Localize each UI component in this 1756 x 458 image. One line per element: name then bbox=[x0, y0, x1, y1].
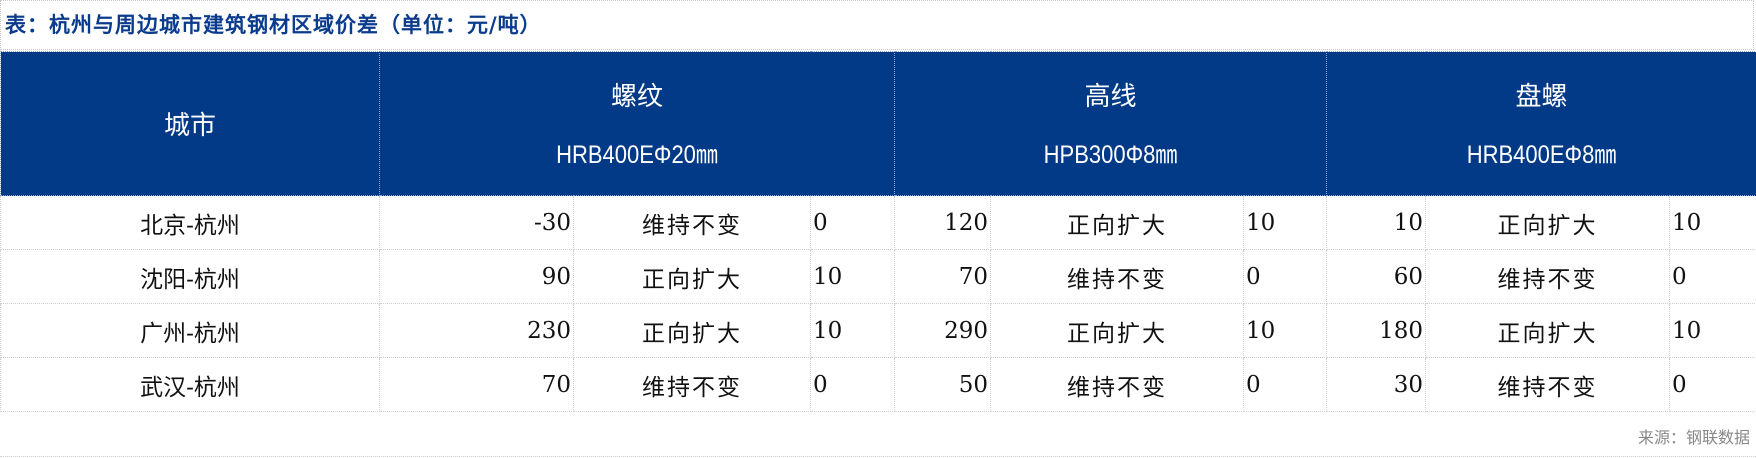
table-row: 沈阳-杭州 90 正向扩大 10 70 维持不变 0 60 维持不变 0 bbox=[0, 249, 1756, 304]
trend-label: 正向扩大 bbox=[990, 195, 1245, 250]
table-row: 广州-杭州 230 正向扩大 10 290 正向扩大 10 180 正向扩大 10 bbox=[0, 303, 1756, 358]
price-spread-table: 城市 螺纹 HRB400EΦ20㎜ 高线 HPB300Φ8㎜ 盘螺 HRB400… bbox=[0, 51, 1756, 412]
group-name: 高线 bbox=[1084, 82, 1137, 112]
change-value: 0 bbox=[1243, 357, 1328, 412]
spread-value: 50 bbox=[894, 357, 992, 412]
spread-value: 230 bbox=[379, 303, 574, 358]
change-value: 0 bbox=[1243, 249, 1328, 304]
header-group-wire-rod: 高线 HPB300Φ8㎜ bbox=[894, 51, 1328, 196]
trend-label: 维持不变 bbox=[990, 249, 1245, 304]
group-spec: HRB400EΦ20㎜ bbox=[556, 141, 718, 169]
spread-value: 180 bbox=[1326, 303, 1427, 358]
trend-label: 维持不变 bbox=[573, 357, 811, 412]
city-pair: 沈阳-杭州 bbox=[0, 249, 380, 304]
change-value: 0 bbox=[1669, 357, 1756, 412]
trend-label: 正向扩大 bbox=[990, 303, 1245, 358]
table-title: 表：杭州与周边城市建筑钢材区域价差（单位：元/吨） bbox=[0, 0, 1754, 50]
header-group-coil-rebar: 盘螺 HRB400EΦ8㎜ bbox=[1326, 51, 1756, 196]
change-value: 0 bbox=[809, 357, 896, 412]
spread-value: 60 bbox=[1326, 249, 1427, 304]
footer bbox=[0, 411, 1756, 457]
city-pair: 武汉-杭州 bbox=[0, 357, 380, 412]
table-row: 武汉-杭州 70 维持不变 0 50 维持不变 0 30 维持不变 0 bbox=[0, 357, 1756, 412]
trend-label: 正向扩大 bbox=[1425, 303, 1671, 358]
change-value: 10 bbox=[1243, 195, 1328, 250]
change-value: 10 bbox=[1669, 303, 1756, 358]
change-value: 0 bbox=[1669, 249, 1756, 304]
group-name: 盘螺 bbox=[1515, 82, 1568, 112]
spread-value: 10 bbox=[1326, 195, 1427, 250]
spread-value: 70 bbox=[379, 357, 574, 412]
change-value: 10 bbox=[809, 303, 896, 358]
trend-label: 正向扩大 bbox=[1425, 195, 1671, 250]
city-pair: 北京-杭州 bbox=[0, 195, 380, 250]
spread-value: 90 bbox=[379, 249, 574, 304]
trend-label: 正向扩大 bbox=[573, 249, 811, 304]
header-group-rebar: 螺纹 HRB400EΦ20㎜ bbox=[378, 51, 896, 196]
change-value: 10 bbox=[1243, 303, 1328, 358]
trend-label: 维持不变 bbox=[1425, 249, 1671, 304]
trend-label: 正向扩大 bbox=[573, 303, 811, 358]
spread-value: 120 bbox=[894, 195, 992, 250]
trend-label: 维持不变 bbox=[1425, 357, 1671, 412]
spread-value: 290 bbox=[894, 303, 992, 358]
spread-value: -30 bbox=[379, 195, 574, 250]
trend-label: 维持不变 bbox=[990, 357, 1245, 412]
spread-value: 70 bbox=[894, 249, 992, 304]
header-city: 城市 bbox=[0, 51, 380, 196]
group-name: 螺纹 bbox=[611, 82, 664, 112]
trend-label: 维持不变 bbox=[573, 195, 811, 250]
spread-value: 30 bbox=[1326, 357, 1427, 412]
group-spec: HPB300Φ8㎜ bbox=[1043, 141, 1178, 169]
city-pair: 广州-杭州 bbox=[0, 303, 380, 358]
source-note: 来源：钢联数据 bbox=[1637, 428, 1750, 447]
change-value: 10 bbox=[809, 249, 896, 304]
change-value: 0 bbox=[809, 195, 896, 250]
table-row: 北京-杭州 -30 维持不变 0 120 正向扩大 10 10 正向扩大 10 bbox=[0, 195, 1756, 250]
group-spec: HRB400EΦ8㎜ bbox=[1466, 141, 1617, 169]
change-value: 10 bbox=[1669, 195, 1756, 250]
